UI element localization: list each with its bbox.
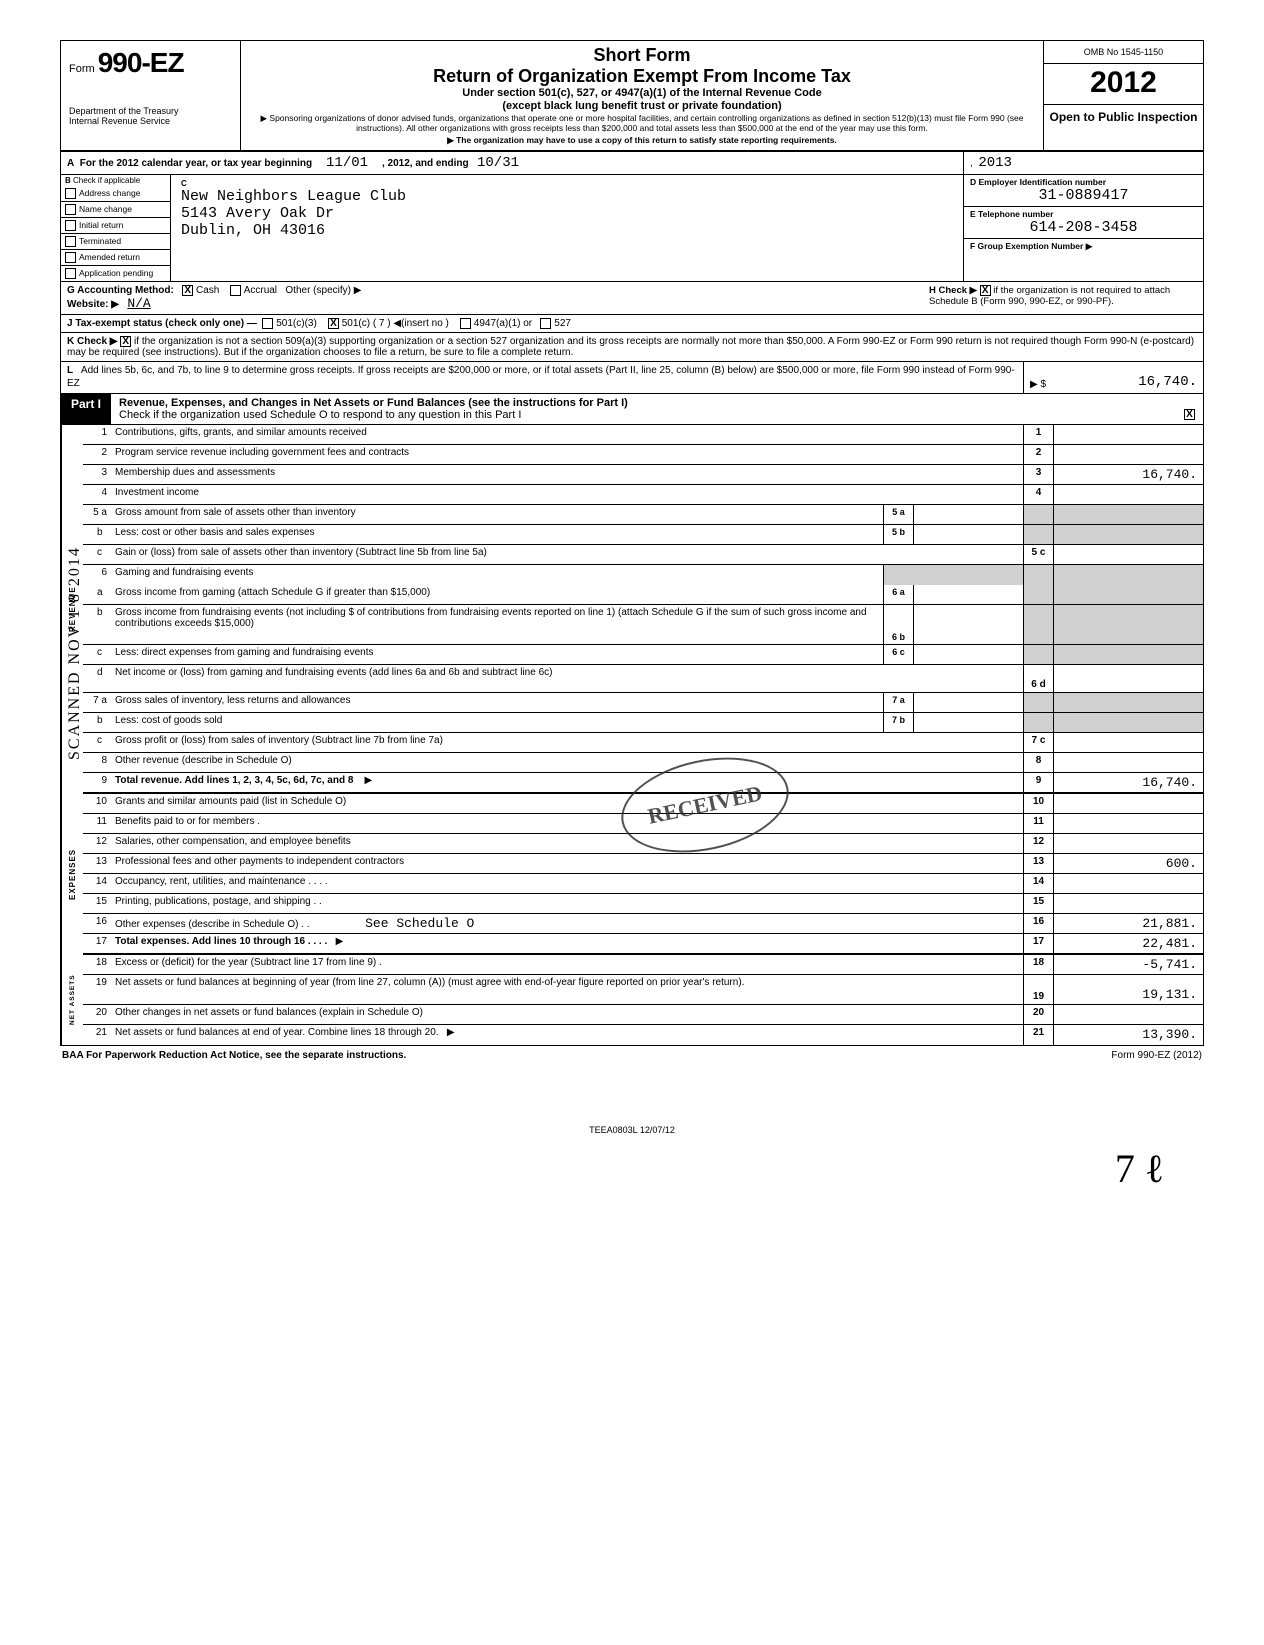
org-name: New Neighbors League Club <box>181 188 953 205</box>
amt-20 <box>1053 1005 1203 1024</box>
subtitle-2: (except black lung benefit trust or priv… <box>251 100 1033 113</box>
revenue-section: REVENUE 1Contributions, gifts, grants, a… <box>61 425 1203 794</box>
footer-form: Form 990-EZ (2012) <box>1111 1050 1202 1061</box>
tax-year-endyear: 2013 <box>978 155 1012 171</box>
chk-501c[interactable]: X <box>328 318 339 329</box>
amt-12 <box>1053 834 1203 853</box>
col-c-org: C New Neighbors League Club 5143 Avery O… <box>171 175 963 281</box>
amt-18: -5,741. <box>1053 955 1203 974</box>
part1-header: Part I Revenue, Expenses, and Changes in… <box>61 394 1203 425</box>
chk-4947[interactable] <box>460 318 471 329</box>
scanned-stamp: SCANNED NOV 1 8 2014 <box>66 546 84 760</box>
amt-2 <box>1053 445 1203 464</box>
amt-6d <box>1053 665 1203 692</box>
amt-1 <box>1053 425 1203 444</box>
row-k: K Check ▶ X if the organization is not a… <box>61 333 1203 362</box>
amt-17: 22,481. <box>1053 934 1203 953</box>
header-left: Form 990-EZ Department of the Treasury I… <box>61 41 241 150</box>
short-form-label: Short Form <box>251 45 1033 66</box>
netassets-section: NET ASSETS 18Excess or (deficit) for the… <box>61 955 1203 1045</box>
page-footer: BAA For Paperwork Reduction Act Notice, … <box>60 1046 1204 1065</box>
chk-cash[interactable]: X <box>182 285 193 296</box>
chk-address-change[interactable] <box>65 188 76 199</box>
chk-initial-return[interactable] <box>65 220 76 231</box>
chk-part1-schedule-o[interactable]: X <box>1184 409 1195 420</box>
header-right: OMB No 1545-1150 2012 Open to Public Ins… <box>1043 41 1203 150</box>
ein-label: D Employer Identification number <box>970 177 1197 187</box>
chk-name-change[interactable] <box>65 204 76 215</box>
amt-13: 600. <box>1053 854 1203 873</box>
chk-accrual[interactable] <box>230 285 241 296</box>
amt-8 <box>1053 753 1203 772</box>
amt-9: 16,740. <box>1053 773 1203 792</box>
amt-10 <box>1053 794 1203 813</box>
phone-value: 614-208-3458 <box>970 219 1197 236</box>
form-header: Form 990-EZ Department of the Treasury I… <box>61 41 1203 152</box>
chk-k[interactable]: X <box>120 336 131 347</box>
chk-527[interactable] <box>540 318 551 329</box>
amt-4 <box>1053 485 1203 504</box>
side-label-netassets: NET ASSETS <box>61 955 83 1045</box>
amt-5c <box>1053 545 1203 564</box>
line-a-comma: , <box>970 158 973 169</box>
col-b-header: Check if applicable <box>73 176 140 185</box>
tax-year: 2012 <box>1044 64 1203 105</box>
chk-terminated[interactable] <box>65 236 76 247</box>
row-g: G Accounting Method: X Cash Accrual Othe… <box>61 282 1203 315</box>
amt-14 <box>1053 874 1203 893</box>
org-addr2: Dublin, OH 43016 <box>181 222 953 239</box>
tax-year-begin: 11/01 <box>326 155 368 171</box>
line16-note: See Schedule O <box>365 916 474 931</box>
instructions-2: ▶ The organization may have to use a cop… <box>251 136 1033 146</box>
instructions-1: ▶ Sponsoring organizations of donor advi… <box>251 114 1033 134</box>
footer-baa: BAA For Paperwork Reduction Act Notice, … <box>62 1050 406 1061</box>
col-b-checkboxes: B Check if applicable Address change Nam… <box>61 175 171 281</box>
chk-schedule-b-not-required[interactable]: X <box>980 285 991 296</box>
form-number: 990-EZ <box>98 47 184 78</box>
tax-year-end: 10/31 <box>477 155 519 171</box>
group-exemption-label: F Group Exemption Number ▶ <box>970 241 1197 252</box>
website-value: N/A <box>127 296 150 311</box>
amt-19: 19,131. <box>1053 975 1203 1004</box>
amt-21: 13,390. <box>1053 1025 1203 1045</box>
block-bcdef: B Check if applicable Address change Nam… <box>61 175 1203 282</box>
form-prefix: Form <box>69 63 95 75</box>
part1-title: Revenue, Expenses, and Changes in Net As… <box>119 397 628 409</box>
form-title: Return of Organization Exempt From Incom… <box>251 66 1033 87</box>
line-a-label: For the 2012 calendar year, or tax year … <box>80 158 312 169</box>
amt-3: 16,740. <box>1053 465 1203 484</box>
amt-11 <box>1053 814 1203 833</box>
subtitle-1: Under section 501(c), 527, or 4947(a)(1)… <box>251 87 1033 100</box>
header-center: Short Form Return of Organization Exempt… <box>241 41 1043 150</box>
phone-label: E Telephone number <box>970 209 1197 219</box>
amt-16: 21,881. <box>1053 914 1203 933</box>
gross-receipts: 16,740. <box>1138 374 1197 390</box>
org-addr1: 5143 Avery Oak Dr <box>181 205 953 222</box>
side-label-expenses: EXPENSES <box>61 794 83 955</box>
dept-irs: Internal Revenue Service <box>69 117 232 127</box>
chk-501c3[interactable] <box>262 318 273 329</box>
page-number-signature: 7 ℓ <box>60 1145 1204 1192</box>
part1-label: Part I <box>61 394 111 424</box>
chk-amended[interactable] <box>65 252 76 263</box>
line-a-mid: , 2012, and ending <box>382 158 469 169</box>
chk-application-pending[interactable] <box>65 268 76 279</box>
form-990ez: Form 990-EZ Department of the Treasury I… <box>60 40 1204 1046</box>
expenses-section: EXPENSES 10Grants and similar amounts pa… <box>61 794 1203 955</box>
amt-7c <box>1053 733 1203 752</box>
line-a: A For the 2012 calendar year, or tax yea… <box>61 152 1203 175</box>
row-l: L Add lines 5b, 6c, and 7b, to line 9 to… <box>61 362 1203 394</box>
amt-15 <box>1053 894 1203 913</box>
row-j: J Tax-exempt status (check only one) — 5… <box>61 315 1203 333</box>
ein-value: 31-0889417 <box>970 187 1197 204</box>
part1-sub: Check if the organization used Schedule … <box>119 409 521 421</box>
col-def: D Employer Identification number 31-0889… <box>963 175 1203 281</box>
omb-number: OMB No 1545-1150 <box>1044 41 1203 64</box>
footer-teea: TEEA0803L 12/07/12 <box>60 1125 1204 1135</box>
open-to-public: Open to Public Inspection <box>1044 105 1203 130</box>
